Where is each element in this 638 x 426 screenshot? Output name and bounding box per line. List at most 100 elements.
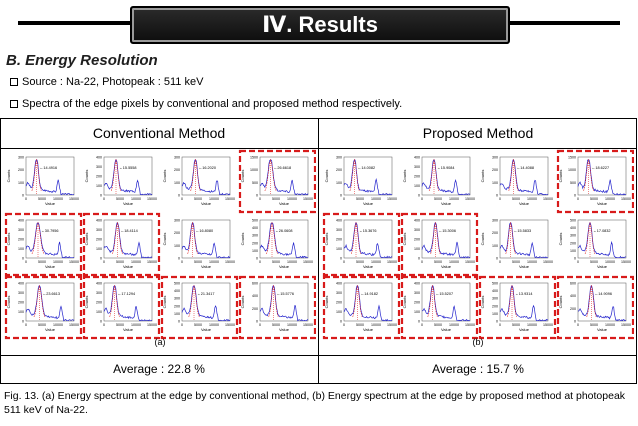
- x-axis-label: Value: [519, 201, 530, 206]
- x-tick-label: 0: [103, 323, 105, 327]
- plot-frame: [343, 282, 393, 322]
- highlight-box: [160, 275, 239, 340]
- spectrum-curve: [181, 159, 231, 196]
- x-tick-label: 15000: [303, 197, 313, 201]
- gaussian-fit-curve: [507, 286, 517, 317]
- plot-frame: [259, 219, 309, 259]
- table-divider: [318, 118, 319, 384]
- highlight-box: [238, 149, 316, 214]
- x-tick-label: 10000: [287, 323, 297, 327]
- x-tick-label: 5000: [590, 197, 598, 201]
- x-tick-label: 15000: [69, 323, 79, 327]
- y-tick-label: 100: [252, 249, 258, 253]
- spectrum-curve: [103, 285, 153, 322]
- resolution-value-label: ←26.0608: [275, 229, 293, 233]
- y-tick-label: 500: [252, 181, 258, 185]
- x-tick-label: 15000: [621, 197, 631, 201]
- x-axis-label: Value: [279, 201, 290, 206]
- spectrum-curve: [181, 222, 231, 259]
- x-tick-label: 5000: [434, 323, 442, 327]
- x-tick-label: 10000: [209, 323, 219, 327]
- x-axis-label: Value: [123, 327, 134, 332]
- x-tick-label: 0: [259, 260, 261, 264]
- x-tick-label: 10000: [209, 260, 219, 264]
- y-axis-label: Counts: [558, 170, 563, 183]
- y-tick-label: 0: [574, 320, 576, 324]
- gaussian-fit-curve: [505, 223, 516, 254]
- x-axis-label: Value: [597, 201, 608, 206]
- y-tick-label: 0: [496, 320, 498, 324]
- highlight-box: [82, 212, 161, 277]
- y-tick-label: 200: [252, 307, 258, 311]
- y-tick-label: 1000: [250, 168, 258, 172]
- x-tick-label: 10000: [287, 197, 297, 201]
- y-tick-label: 200: [414, 301, 420, 305]
- gaussian-fit-curve: [31, 223, 45, 254]
- table-header-rule: [0, 148, 637, 149]
- y-tick-label: 100: [96, 310, 102, 314]
- x-tick-label: 15000: [543, 197, 553, 201]
- x-tick-label: 0: [25, 260, 27, 264]
- spectrum-curve: [343, 222, 393, 259]
- x-tick-label: 0: [181, 260, 183, 264]
- plot-frame: [181, 282, 231, 322]
- plot-frame: [25, 156, 75, 196]
- y-tick-label: 0: [340, 257, 342, 261]
- x-tick-label: 0: [25, 323, 27, 327]
- x-tick-label: 10000: [605, 323, 615, 327]
- y-tick-label: 0: [340, 194, 342, 198]
- x-tick-label: 15000: [621, 323, 631, 327]
- y-tick-label: 200: [96, 238, 102, 242]
- gaussian-fit-curve: [264, 160, 277, 191]
- y-tick-label: 400: [18, 219, 24, 223]
- x-tick-label: 15000: [387, 197, 397, 201]
- x-tick-label: 0: [577, 323, 579, 327]
- spectrum-curve: [422, 285, 470, 322]
- x-tick-label: 5000: [356, 197, 364, 201]
- header-rule-left: [18, 21, 130, 25]
- resolution-value-label: ←17.0832: [593, 229, 611, 233]
- x-tick-label: 0: [499, 260, 501, 264]
- plot-frame: [343, 219, 393, 259]
- x-tick-label: 5000: [116, 323, 124, 327]
- x-tick-label: 15000: [387, 260, 397, 264]
- resolution-value-label: ←30.7956: [41, 229, 59, 233]
- plot-frame: [421, 282, 471, 322]
- x-tick-label: 15000: [543, 260, 553, 264]
- x-axis-label: Value: [201, 201, 212, 206]
- x-tick-label: 10000: [449, 197, 459, 201]
- y-tick-label: 100: [336, 247, 342, 251]
- y-tick-label: 100: [18, 181, 24, 185]
- y-tick-label: 300: [18, 156, 24, 160]
- spectrum-curve: [343, 159, 393, 196]
- y-tick-label: 600: [252, 282, 258, 286]
- conventional-average: Average : 22.8 %: [113, 362, 205, 376]
- y-tick-label: 100: [414, 310, 420, 314]
- x-tick-label: 15000: [225, 260, 235, 264]
- x-axis-label: Value: [123, 264, 134, 269]
- y-tick-label: 200: [414, 238, 420, 242]
- y-tick-label: 100: [336, 181, 342, 185]
- x-axis-label: Value: [201, 327, 212, 332]
- spectrum-curve: [577, 285, 626, 322]
- y-tick-label: 1500: [568, 156, 576, 160]
- gaussian-fit-curve: [508, 160, 519, 191]
- y-tick-label: 100: [174, 312, 180, 316]
- spectrum-curve: [421, 222, 471, 259]
- y-axis-label: Counts: [84, 170, 89, 183]
- y-tick-label: 0: [256, 257, 258, 261]
- spectrum-curve: [499, 285, 549, 322]
- x-tick-label: 15000: [147, 260, 157, 264]
- y-tick-label: 300: [336, 228, 342, 232]
- y-tick-label: 0: [418, 320, 420, 324]
- x-tick-label: 15000: [303, 323, 313, 327]
- y-tick-label: 100: [174, 181, 180, 185]
